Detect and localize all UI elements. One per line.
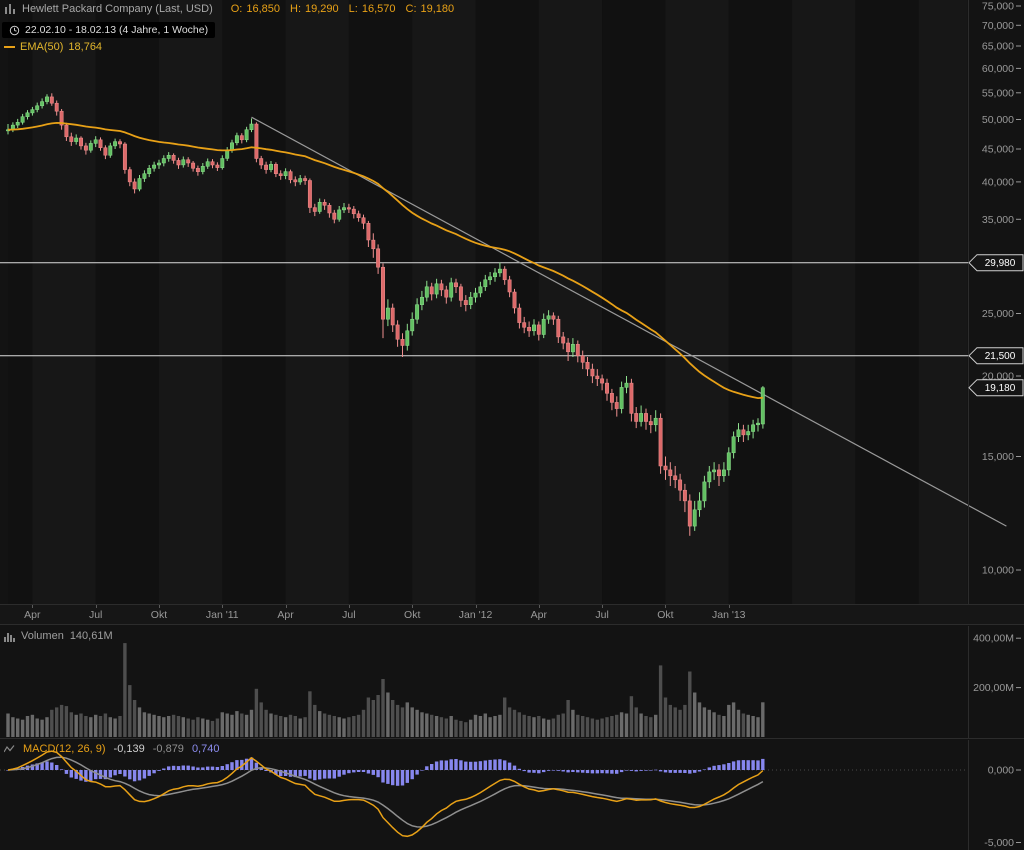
price-tag: 29,980 [968, 254, 1024, 272]
svg-text:40,000: 40,000 [982, 176, 1014, 188]
close-label: C: [405, 3, 417, 15]
date-range-row: 22.02.10 - 18.02.13 (4 Jahre, 1 Woche) [2, 22, 216, 38]
time-axis-label: Jul [88, 609, 103, 621]
svg-text:70,000: 70,000 [982, 20, 1014, 32]
time-axis-label: Jan '12 [458, 609, 493, 621]
volume-panel: 400,00M 200,00M Volumen 140,61M [0, 626, 1024, 739]
macd-header[interactable]: MACD(12, 26, 9) -0,139 -0,879 0,740 [4, 743, 219, 755]
time-axis-label: Okt [404, 609, 421, 621]
macd-chart-canvas[interactable]: 0,000 -5,000 [0, 740, 1024, 850]
volume-chart-canvas[interactable]: 400,00M 200,00M [0, 626, 1024, 739]
trend-line[interactable] [251, 116, 1007, 527]
instrument-chart-icon [4, 3, 16, 15]
time-axis-label: Apr [530, 609, 547, 621]
time-axis-label: Jul [595, 609, 609, 621]
ema-line-swatch [4, 46, 15, 48]
macd-icon [4, 744, 15, 755]
time-axis-tick [222, 605, 224, 608]
price-tag: 21,500 [968, 347, 1024, 365]
close-value: 19,180 [420, 3, 455, 15]
time-axis-label: Okt [657, 609, 674, 621]
time-axis-label: Apr [277, 609, 294, 621]
macd-line [7, 750, 764, 838]
macd-label: MACD(12, 26, 9) [23, 743, 106, 755]
svg-text:50,000: 50,000 [982, 114, 1014, 126]
instrument-header: Hewlett Packard Company (Last, USD) O: 1… [4, 3, 454, 15]
price-chart-canvas[interactable]: 75,000 70,000 65,000 60,000 55,000 50,000 45,0… [0, 0, 1024, 604]
macd-value: -0,139 [113, 743, 145, 755]
volume-bars [6, 643, 765, 737]
instrument-title: Hewlett Packard Company (Last, USD) [22, 3, 213, 15]
svg-text:200,00M: 200,00M [973, 682, 1014, 694]
time-axis-tick [412, 605, 414, 608]
open-label: O: [230, 3, 243, 15]
svg-text:-5,000: -5,000 [984, 837, 1014, 849]
time-axis-tick [285, 605, 287, 608]
svg-text:65,000: 65,000 [982, 41, 1014, 53]
svg-text:75,000: 75,000 [982, 1, 1014, 13]
svg-text:15,000: 15,000 [982, 451, 1014, 463]
svg-text:21,500: 21,500 [985, 351, 1016, 362]
low-value: 16,570 [361, 3, 396, 15]
volume-label: Volumen [21, 630, 64, 642]
time-axis-label: Jan '11 [205, 609, 239, 621]
price-tag: 19,180 [968, 379, 1024, 397]
svg-text:55,000: 55,000 [982, 87, 1014, 99]
svg-text:0,000: 0,000 [988, 765, 1014, 777]
candles [6, 93, 765, 536]
time-axis-tick [95, 605, 97, 608]
time-axis-tick [32, 605, 34, 608]
price-panel: 75,000 70,000 65,000 60,000 55,000 50,000 45,0… [0, 0, 1024, 604]
time-axis-tick [538, 605, 540, 608]
date-range-label: 22.02.10 - 18.02.13 (4 Jahre, 1 Woche) [25, 24, 209, 36]
macd-panel: 0,000 -5,000 MACD(12, 26, 9) -0,139 -0,87… [0, 740, 1024, 850]
svg-text:25,000: 25,000 [982, 308, 1014, 320]
time-axis-tick [348, 605, 350, 608]
ema-line[interactable] [7, 121, 763, 400]
time-axis-tick [475, 605, 477, 608]
macd-signal-line [7, 756, 764, 828]
quarter-bands [8, 0, 968, 604]
ema-label: EMA(50) [20, 41, 64, 53]
date-range-chip[interactable]: 22.02.10 - 18.02.13 (4 Jahre, 1 Woche) [2, 22, 216, 38]
time-axis-tick [602, 605, 604, 608]
macd-hist-value: 0,740 [191, 743, 220, 755]
time-axis-label: Jan '13 [711, 609, 746, 621]
svg-text:19,180: 19,180 [985, 383, 1016, 394]
volume-value: 140,61M [69, 630, 113, 642]
high-value: 19,290 [305, 3, 339, 15]
volume-header[interactable]: Volumen 140,61M [4, 630, 113, 642]
ema-legend[interactable]: EMA(50) 18,764 [4, 41, 102, 53]
time-axis-tick [665, 605, 667, 608]
time-axis-tick [728, 605, 730, 608]
volume-icon [4, 631, 15, 642]
time-axis: Apr Jul Okt Jan '11 Apr Jul Okt Jan '12 Apr Jul Ok… [0, 604, 1024, 625]
time-axis-tick [158, 605, 160, 608]
clock-icon [9, 25, 20, 36]
svg-text:10,000: 10,000 [982, 565, 1014, 577]
macd-signal-value: -0,879 [152, 743, 184, 755]
svg-text:29,980: 29,980 [985, 258, 1016, 269]
ohlc-readout: O: 16,850 H: 19,290 L: 16,570 C: 19,180 [221, 3, 454, 15]
time-axis-label: Jul [342, 609, 356, 621]
svg-text:45,000: 45,000 [982, 144, 1014, 156]
low-label: L: [348, 3, 358, 15]
time-axis-label: Apr [24, 609, 41, 621]
ema-value: 18,764 [68, 41, 103, 53]
svg-text:400,00M: 400,00M [973, 633, 1014, 645]
time-axis-label: Okt [150, 609, 168, 621]
high-label: H: [290, 3, 302, 15]
svg-text:60,000: 60,000 [982, 63, 1014, 75]
price-axis-labels: 75,000 70,000 65,000 60,000 55,000 50,000 45,0… [982, 1, 1021, 577]
svg-text:35,000: 35,000 [982, 214, 1014, 226]
open-value: 16,850 [246, 3, 281, 15]
